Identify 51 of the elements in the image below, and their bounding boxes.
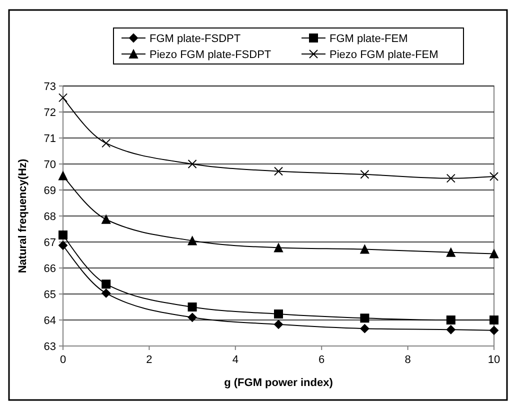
point	[490, 249, 498, 258]
y-tick-label: 73	[44, 80, 56, 93]
point	[490, 172, 498, 181]
point	[102, 280, 111, 289]
point	[274, 310, 283, 319]
x-tick-label: 4	[232, 354, 238, 366]
x-tick-label: 8	[404, 354, 411, 366]
legend-label: Piezo FGM plate-FSDPT	[150, 48, 272, 61]
y-tick-label: 63	[44, 340, 56, 353]
legend-label: FGM plate-FEM	[330, 32, 408, 45]
point	[58, 240, 68, 250]
point	[102, 138, 111, 148]
y-tick-label: 67	[44, 236, 56, 249]
point	[188, 160, 197, 168]
y-tick-label: 64	[44, 314, 56, 327]
point	[360, 170, 370, 179]
y-tick-label: 69	[44, 184, 56, 197]
point	[446, 316, 456, 324]
y-tick-label: 68	[44, 210, 56, 223]
point	[188, 236, 197, 246]
point	[102, 288, 111, 298]
y-tick-label: 65	[44, 288, 56, 301]
x-tick-label: 6	[318, 354, 325, 366]
point	[360, 244, 370, 254]
point	[446, 248, 456, 257]
point	[446, 325, 456, 334]
point	[446, 174, 456, 183]
y-tick-label: 66	[44, 262, 56, 275]
point	[360, 324, 370, 334]
legend-label: Piezo FGM plate-FEM	[330, 48, 438, 61]
x-tick-label: 2	[146, 354, 152, 366]
point	[188, 302, 197, 312]
point	[274, 243, 283, 252]
point	[102, 214, 111, 224]
legend-label: FGM plate-FSDPT	[150, 32, 241, 45]
point	[274, 320, 283, 329]
point	[490, 316, 498, 324]
point	[274, 166, 283, 176]
y-tick-label: 72	[44, 106, 56, 119]
x-tick-label: 10	[488, 354, 500, 366]
y-axis-title: Natural frequency(Hz)	[17, 158, 29, 274]
point	[58, 171, 68, 180]
y-tick-label: 70	[44, 158, 56, 171]
point	[360, 314, 370, 323]
point	[58, 230, 68, 240]
x-tick-label: 0	[60, 354, 66, 366]
x-axis-title: g (FGM power index)	[224, 377, 334, 389]
point	[188, 312, 197, 322]
point	[58, 93, 68, 102]
point	[490, 326, 498, 335]
y-tick-label: 71	[44, 132, 56, 145]
